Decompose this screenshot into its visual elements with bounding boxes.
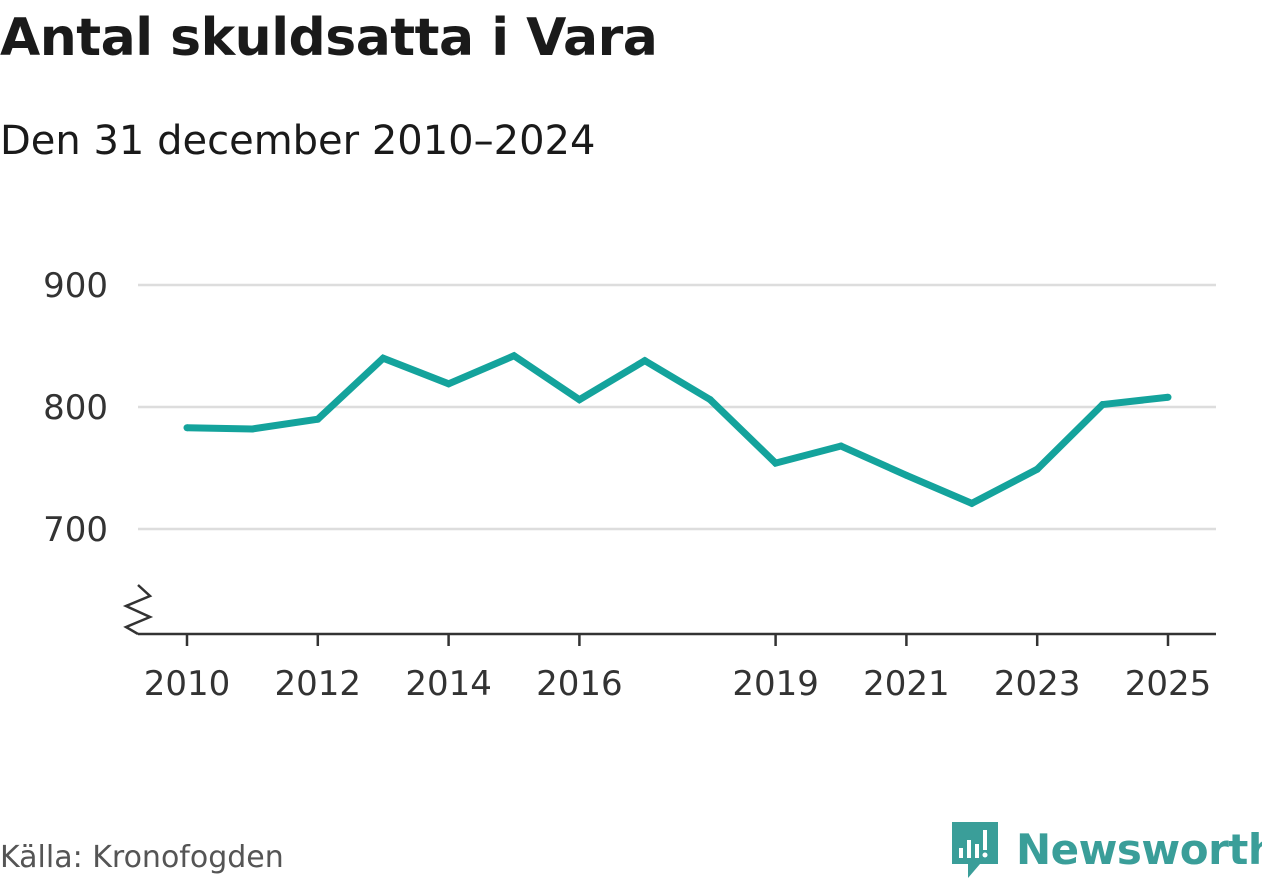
y-tick-label: 700 <box>43 510 108 550</box>
x-axis: 2010 2012 2014 2016 2019 2021 2023 2025 <box>122 584 1216 704</box>
brand: Newsworthy <box>950 818 1262 880</box>
data-point-2018 <box>706 396 714 404</box>
chart-title: Antal skuldsatta i Vara <box>0 8 658 68</box>
data-point-2010 <box>183 424 191 432</box>
data-point-2015 <box>510 352 518 360</box>
x-tick-label: 2019 <box>732 664 819 704</box>
brand-name: Newsworthy <box>1016 824 1262 874</box>
x-tick-label: 2012 <box>275 664 362 704</box>
data-point-2023 <box>1033 465 1041 473</box>
data-point-2024 <box>1099 401 1107 409</box>
series-layer <box>183 351 1172 508</box>
data-point-2013 <box>379 354 387 362</box>
source-note: Källa: Kronofogden <box>0 840 284 875</box>
chart-subtitle: Den 31 december 2010–2024 <box>0 118 596 164</box>
y-tick-label: 800 <box>43 388 108 428</box>
data-point-2016 <box>575 396 583 404</box>
series-line-0 <box>186 351 1169 508</box>
data-point-2019 <box>772 459 780 467</box>
y-tick-label: 900 <box>43 266 108 306</box>
data-point-2012 <box>314 415 322 423</box>
data-point-2020 <box>837 442 845 450</box>
data-point-2022 <box>968 499 976 507</box>
data-point-2014 <box>445 380 453 388</box>
data-point-2021 <box>902 471 910 479</box>
newsworthy-logo-icon <box>952 822 998 878</box>
x-tick-label: 2021 <box>863 664 950 704</box>
data-point-2025 <box>1164 393 1172 401</box>
data-point-2017 <box>641 357 649 365</box>
y-axis-ticks: 700 800 900 <box>43 266 108 550</box>
x-tick-label: 2016 <box>536 664 623 704</box>
x-tick-label: 2025 <box>1125 664 1212 704</box>
data-point-2011 <box>248 425 256 433</box>
grid-lines <box>138 283 1216 531</box>
x-tick-label: 2010 <box>144 664 231 704</box>
y-axis-break-symbol <box>122 584 154 636</box>
x-tick-label: 2014 <box>405 664 492 704</box>
x-tick-label: 2023 <box>994 664 1081 704</box>
